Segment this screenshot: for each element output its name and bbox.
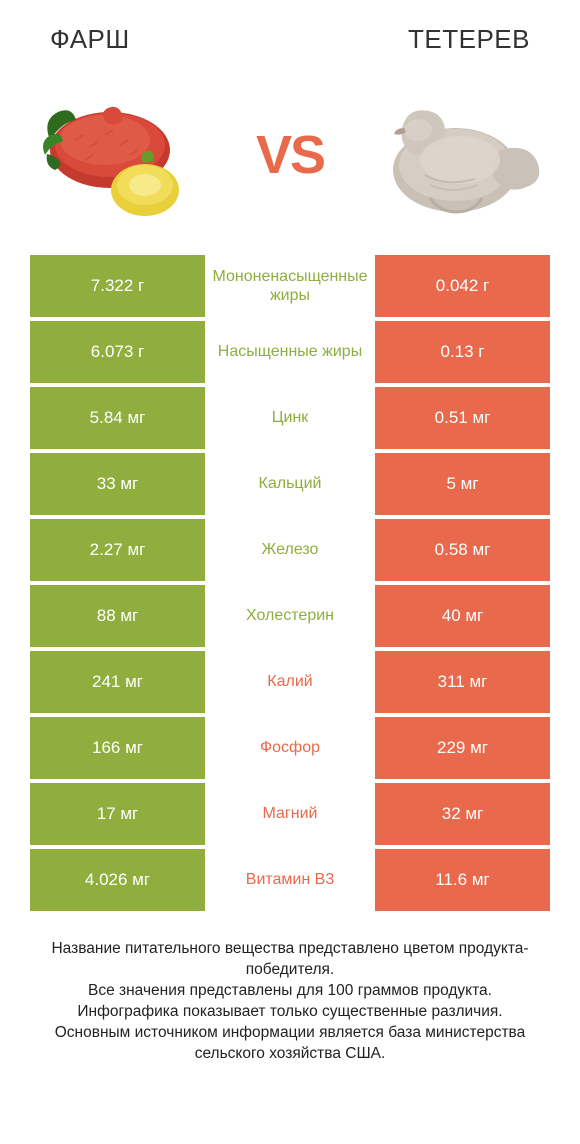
comparison-table: 7.322 гМононенасыщенные жиры0.042 г6.073… xyxy=(30,255,550,911)
right-value-cell: 11.6 мг xyxy=(375,849,550,911)
right-value-cell: 311 мг xyxy=(375,651,550,713)
table-row: 33 мгКальций5 мг xyxy=(30,453,550,515)
right-value-cell: 0.51 мг xyxy=(375,387,550,449)
nutrient-name-cell: Кальций xyxy=(205,453,375,515)
left-value-cell: 6.073 г xyxy=(30,321,205,383)
right-value-cell: 40 мг xyxy=(375,585,550,647)
vs-label: VS xyxy=(256,124,324,186)
table-row: 2.27 мгЖелезо0.58 мг xyxy=(30,519,550,581)
right-value-cell: 229 мг xyxy=(375,717,550,779)
nutrient-name-cell: Магний xyxy=(205,783,375,845)
table-row: 7.322 гМононенасыщенные жиры0.042 г xyxy=(30,255,550,317)
left-value-cell: 7.322 г xyxy=(30,255,205,317)
footer-line: Все значения представлены для 100 граммо… xyxy=(30,981,550,1002)
grouse-bird-image xyxy=(360,80,550,230)
images-row: VS xyxy=(0,65,580,255)
nutrient-name-cell: Витамин B3 xyxy=(205,849,375,911)
right-value-cell: 5 мг xyxy=(375,453,550,515)
footer-line: Название питательного вещества представл… xyxy=(30,939,550,981)
left-value-cell: 4.026 мг xyxy=(30,849,205,911)
right-product-title: ТЕТЕРЕВ xyxy=(408,24,530,55)
table-row: 5.84 мгЦинк0.51 мг xyxy=(30,387,550,449)
nutrient-name-cell: Холестерин xyxy=(205,585,375,647)
table-row: 166 мгФосфор229 мг xyxy=(30,717,550,779)
nutrient-name-cell: Цинк xyxy=(205,387,375,449)
nutrient-name-cell: Железо xyxy=(205,519,375,581)
table-row: 17 мгМагний32 мг xyxy=(30,783,550,845)
right-value-cell: 32 мг xyxy=(375,783,550,845)
nutrient-name-cell: Мононенасыщенные жиры xyxy=(205,255,375,317)
footer-note: Название питательного вещества представл… xyxy=(30,939,550,1065)
table-row: 88 мгХолестерин40 мг xyxy=(30,585,550,647)
left-value-cell: 166 мг xyxy=(30,717,205,779)
table-row: 6.073 гНасыщенные жиры0.13 г xyxy=(30,321,550,383)
nutrient-name-cell: Калий xyxy=(205,651,375,713)
left-product-title: ФАРШ xyxy=(50,24,130,55)
table-row: 4.026 мгВитамин B311.6 мг xyxy=(30,849,550,911)
ground-meat-image xyxy=(30,80,220,230)
left-value-cell: 241 мг xyxy=(30,651,205,713)
footer-line: Основным источником информации является … xyxy=(30,1023,550,1065)
left-value-cell: 33 мг xyxy=(30,453,205,515)
nutrient-name-cell: Насыщенные жиры xyxy=(205,321,375,383)
footer-line: Инфографика показывает только существенн… xyxy=(30,1002,550,1023)
left-value-cell: 88 мг xyxy=(30,585,205,647)
nutrient-name-cell: Фосфор xyxy=(205,717,375,779)
right-value-cell: 0.13 г xyxy=(375,321,550,383)
right-value-cell: 0.042 г xyxy=(375,255,550,317)
left-value-cell: 5.84 мг xyxy=(30,387,205,449)
table-row: 241 мгКалий311 мг xyxy=(30,651,550,713)
left-value-cell: 2.27 мг xyxy=(30,519,205,581)
header: ФАРШ ТЕТЕРЕВ xyxy=(0,0,580,65)
left-value-cell: 17 мг xyxy=(30,783,205,845)
right-value-cell: 0.58 мг xyxy=(375,519,550,581)
